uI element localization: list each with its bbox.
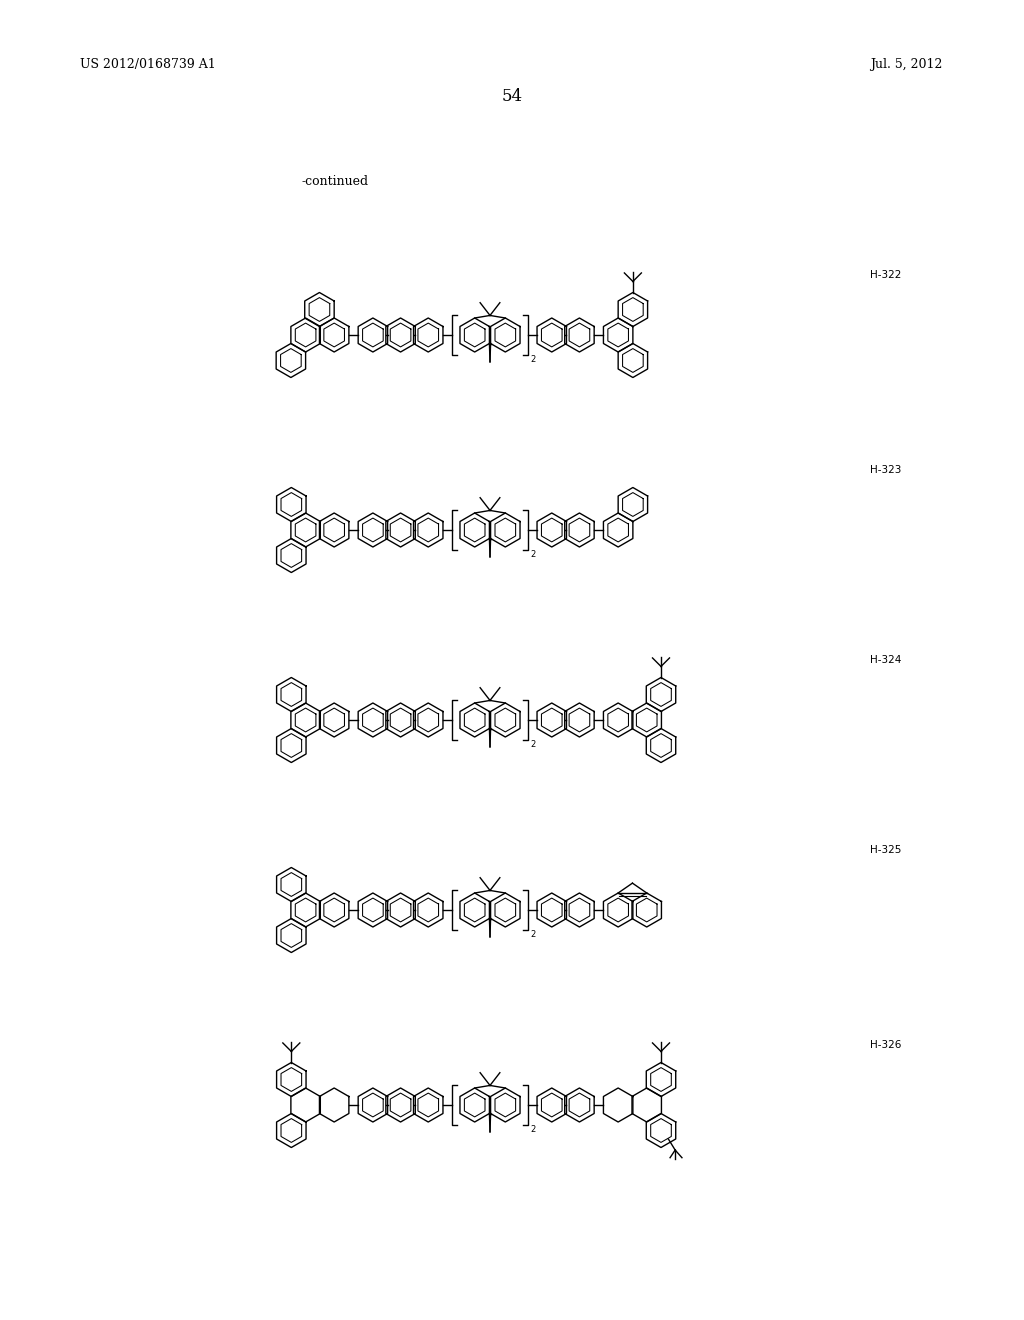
Text: Jul. 5, 2012: Jul. 5, 2012 — [870, 58, 942, 71]
Text: 54: 54 — [502, 88, 522, 106]
Text: 2: 2 — [530, 1125, 536, 1134]
Text: 2: 2 — [530, 739, 536, 748]
Text: 2: 2 — [530, 929, 536, 939]
Text: US 2012/0168739 A1: US 2012/0168739 A1 — [80, 58, 216, 71]
Text: H-322: H-322 — [870, 271, 901, 280]
Text: 2: 2 — [530, 549, 536, 558]
Text: H-326: H-326 — [870, 1040, 901, 1049]
Text: H-324: H-324 — [870, 655, 901, 665]
Text: H-325: H-325 — [870, 845, 901, 855]
Text: 2: 2 — [530, 355, 536, 363]
Text: H-323: H-323 — [870, 465, 901, 475]
Text: -continued: -continued — [301, 176, 369, 187]
